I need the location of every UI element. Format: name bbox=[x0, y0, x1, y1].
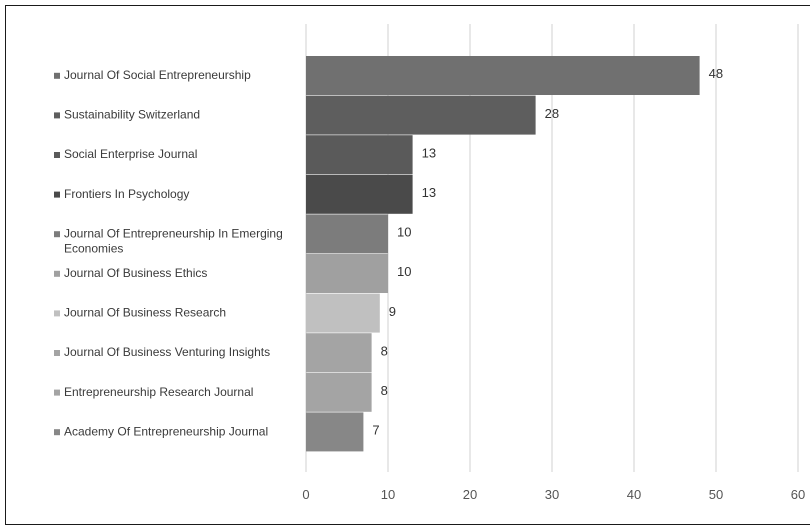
bar bbox=[306, 56, 700, 95]
value-label: 28 bbox=[545, 106, 559, 121]
chart-frame: 48 28 13 13 10 10 9 8 8 7 Journal Of Social Entre… bbox=[5, 5, 810, 525]
category-label: Journal Of Business Research bbox=[64, 306, 226, 320]
bar bbox=[306, 372, 372, 412]
value-label: 10 bbox=[397, 264, 411, 279]
value-label: 48 bbox=[709, 66, 723, 81]
bar bbox=[306, 95, 536, 135]
category-marker bbox=[54, 350, 60, 356]
value-label: 7 bbox=[372, 423, 379, 438]
bar-chart: 48 28 13 13 10 10 9 8 8 7 Journal Of Social Entre… bbox=[54, 24, 805, 502]
x-tick-label: 0 bbox=[302, 487, 309, 502]
bar bbox=[306, 174, 413, 214]
x-tick-label: 40 bbox=[627, 487, 641, 502]
category-label: Sustainability Switzerland bbox=[64, 108, 200, 122]
category-marker bbox=[54, 310, 60, 317]
category-marker bbox=[54, 429, 60, 436]
value-label: 10 bbox=[397, 225, 411, 240]
category-label: Frontiers In Psychology bbox=[64, 187, 189, 201]
value-label: 13 bbox=[422, 145, 436, 160]
value-label: 9 bbox=[389, 304, 396, 319]
category-label: Social Enterprise Journal bbox=[64, 147, 197, 161]
category-label: Journal Of Entrepreneurship In Emerging bbox=[64, 226, 283, 240]
category-marker bbox=[54, 270, 60, 277]
category-label: Entrepreneurship Research Journal bbox=[64, 385, 253, 399]
x-tick-label: 50 bbox=[709, 487, 723, 502]
value-label: 8 bbox=[381, 383, 388, 398]
value-label: 13 bbox=[422, 185, 436, 200]
category-label: Academy Of Entrepreneurship Journal bbox=[64, 424, 268, 438]
category-marker bbox=[54, 231, 60, 238]
x-tick-label: 30 bbox=[545, 487, 559, 502]
category-label: Journal Of Social Entrepreneurship bbox=[64, 68, 251, 82]
x-tick-label: 60 bbox=[791, 487, 805, 502]
bar bbox=[306, 333, 372, 373]
value-labels: 48 28 13 13 10 10 9 8 8 7 bbox=[372, 66, 723, 437]
x-tick-label: 20 bbox=[463, 487, 477, 502]
bar bbox=[306, 293, 380, 333]
category-labels: Journal Of Social Entrepreneurship Sustai… bbox=[54, 68, 283, 438]
bar bbox=[306, 254, 388, 293]
category-label: Economies bbox=[64, 241, 123, 255]
category-marker bbox=[54, 191, 60, 198]
bar bbox=[306, 135, 413, 175]
x-tick-label: 10 bbox=[381, 487, 395, 502]
value-label: 8 bbox=[381, 343, 388, 358]
bar bbox=[306, 412, 364, 452]
x-axis-ticks: 0 10 20 30 40 50 60 bbox=[302, 487, 805, 502]
bars bbox=[306, 56, 700, 452]
category-label: Journal Of Business Ethics bbox=[64, 266, 207, 280]
category-marker bbox=[54, 152, 60, 158]
category-marker bbox=[54, 72, 60, 79]
bar bbox=[306, 214, 388, 254]
category-marker bbox=[54, 389, 60, 396]
category-label: Journal Of Business Venturing Insights bbox=[64, 345, 270, 359]
category-marker bbox=[54, 112, 60, 119]
